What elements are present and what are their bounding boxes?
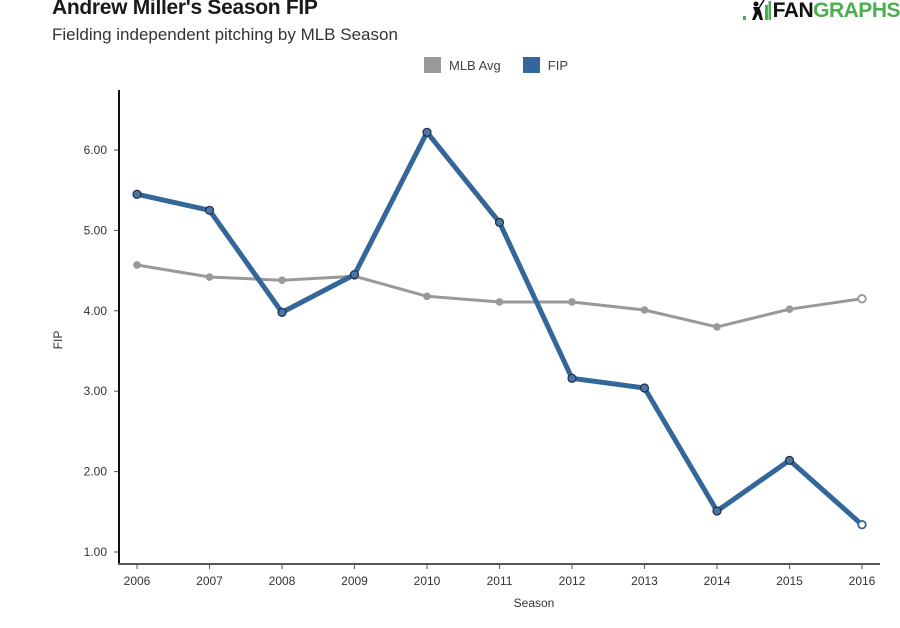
logo-text-graphs: GRAPHS [813,0,900,22]
chart-subtitle: Fielding independent pitching by MLB Sea… [52,25,398,44]
series-fip [132,127,867,530]
x-tick-label: 2016 [849,574,876,588]
y-axis-title: FIP [51,331,65,350]
fip-point[interactable] [204,205,215,215]
x-tick-label: 2012 [559,574,586,588]
x-tick-label: 2009 [341,574,368,588]
x-tick-label: 2014 [704,574,731,588]
fangraphs-logo: FAN GRAPHS [742,0,900,24]
fip-point[interactable] [857,519,867,530]
y-axis-ticks: 1.00 2.00 3.00 4.00 5.00 6.00 [84,143,119,559]
batter-silhouette-icon [742,0,771,20]
legend-swatch-mlb-avg [424,57,441,73]
mlb-avg-point[interactable] [713,323,721,331]
legend-item-mlb-avg[interactable]: MLB Avg [424,57,501,73]
x-tick-label: 2010 [414,574,441,588]
fip-point[interactable] [422,127,432,137]
fip-point[interactable] [349,270,360,280]
logo-text-fan: FAN [772,0,814,22]
mlb-avg-point[interactable] [278,276,286,285]
mlb-avg-point[interactable] [133,261,141,269]
y-tick-label: 6.00 [84,143,108,157]
chart-title: Andrew Miller's Season FIP [52,0,318,19]
y-tick-label: 5.00 [84,223,108,237]
x-tick-label: 2015 [776,574,803,588]
series-mlb-avg [133,261,867,331]
mlb-avg-point[interactable] [857,294,867,304]
fip-point[interactable] [277,307,287,318]
series-layer [132,127,867,530]
legend-label-fip: FIP [547,57,569,73]
y-tick-label: 2.00 [84,465,108,479]
x-tick-label: 2008 [269,574,296,588]
x-axis-ticks: 2006 2007 2008 2009 2010 2011 2012 2013 2014 2015… [124,564,876,588]
x-tick-label: 2006 [124,574,151,588]
legend: MLB Avg FIP [424,57,590,73]
y-tick-label: 3.00 [84,384,108,398]
fip-line [136,129,864,527]
mlb-avg-point[interactable] [568,298,576,306]
mlb-avg-point[interactable] [205,273,214,281]
mlb-avg-line [136,263,863,329]
legend-swatch-fip [522,57,540,73]
fip-point[interactable] [712,506,722,516]
mlb-avg-point[interactable] [640,306,649,314]
mlb-avg-point[interactable] [423,292,431,301]
x-tick-label: 2007 [196,574,223,588]
mlb-avg-point[interactable] [785,305,794,313]
fip-point[interactable] [494,217,505,227]
legend-label-mlb-avg: MLB Avg [449,57,501,73]
legend-item-fip[interactable]: FIP [522,57,569,73]
fip-point[interactable] [784,455,795,465]
fip-point[interactable] [132,189,142,199]
mlb-avg-point[interactable] [495,298,504,306]
y-tick-label: 1.00 [84,545,108,559]
x-tick-label: 2011 [487,574,513,588]
x-tick-label: 2013 [631,574,658,588]
fip-point[interactable] [639,383,650,393]
y-tick-label: 4.00 [84,304,108,318]
x-axis-title: Season [514,596,555,610]
fip-point[interactable] [567,373,577,383]
